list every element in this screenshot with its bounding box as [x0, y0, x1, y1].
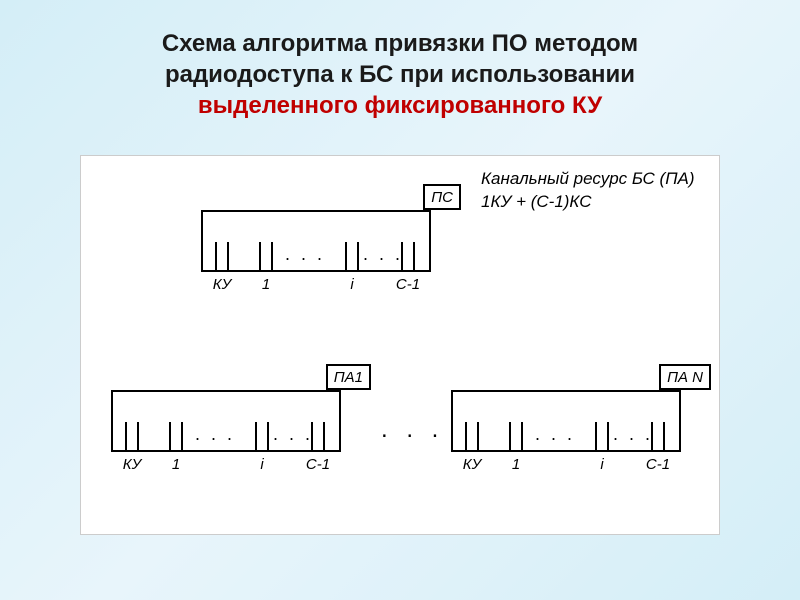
slot-pan-1 [509, 422, 523, 452]
slot-label-pa1-0: КУ [123, 456, 141, 473]
caption-line2: 1КУ + (С-1)КС [481, 192, 592, 211]
ellipsis-pa1-2: . . . [273, 424, 313, 445]
ellipsis-pan-2: . . . [613, 424, 653, 445]
slot-ps-3 [401, 242, 415, 272]
slot-label-pan-2: i [600, 456, 603, 473]
ellipsis-ps-2: . . . [363, 244, 403, 265]
title-line2: радиодоступа к БС при использовании [165, 61, 635, 88]
side-label-pan: ПА N [659, 364, 711, 390]
side-label-pan-text: ПА N [667, 369, 703, 386]
ellipsis-pan-1: . . . [535, 424, 575, 445]
slot-label-pan-1: 1 [512, 456, 520, 473]
ellipsis-pa1-1: . . . [195, 424, 235, 445]
slot-label-pa1-1: 1 [172, 456, 180, 473]
block-pa1: ПА1 . . . . . . КУ 1 i С-1 [111, 366, 371, 486]
caption-line1: Канальный ресурс БС (ПА) [481, 169, 695, 188]
block-ps: ПС . . . . . . КУ 1 i С-1 [201, 186, 461, 306]
slot-pa1-2 [255, 422, 269, 452]
slot-pa1-0 [125, 422, 139, 452]
page: Схема алгоритма привязки ПО методом ради… [0, 0, 800, 600]
slot-label-ps-3: С-1 [396, 276, 420, 293]
slot-label-pa1-2: i [260, 456, 263, 473]
title-line1: Схема алгоритма привязки ПО методом [162, 30, 638, 57]
slot-label-pa1-3: С-1 [306, 456, 330, 473]
block-pan: ПА N . . . . . . КУ 1 i С-1 [451, 366, 711, 486]
slot-ps-2 [345, 242, 359, 272]
slot-ps-0 [215, 242, 229, 272]
ellipsis-ps-1: . . . [285, 244, 325, 265]
side-label-ps-text: ПС [431, 189, 453, 206]
side-label-ps: ПС [423, 184, 461, 210]
slot-pan-0 [465, 422, 479, 452]
slot-label-ps-1: 1 [262, 276, 270, 293]
title-line3: выделенного фиксированного КУ [198, 92, 602, 119]
side-label-pa1: ПА1 [326, 364, 371, 390]
slot-label-ps-0: КУ [213, 276, 231, 293]
slot-label-pan-3: С-1 [646, 456, 670, 473]
slot-ps-1 [259, 242, 273, 272]
side-label-pa1-text: ПА1 [334, 369, 363, 386]
caption: Канальный ресурс БС (ПА) 1КУ + (С-1)КС [481, 168, 695, 214]
slot-pan-2 [595, 422, 609, 452]
slot-label-pan-0: КУ [463, 456, 481, 473]
slot-pa1-1 [169, 422, 183, 452]
slot-pan-3 [651, 422, 665, 452]
page-title: Схема алгоритма привязки ПО методом ради… [0, 0, 800, 122]
diagram-area: Канальный ресурс БС (ПА) 1КУ + (С-1)КС П… [80, 155, 720, 535]
slot-label-ps-2: i [350, 276, 353, 293]
slot-pa1-3 [311, 422, 325, 452]
